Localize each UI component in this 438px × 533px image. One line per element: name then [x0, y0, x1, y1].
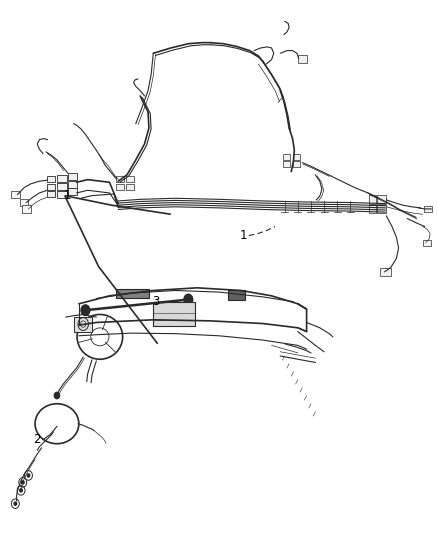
Bar [424, 206, 432, 212]
Bar [47, 191, 55, 197]
Bar [20, 199, 28, 206]
Circle shape [184, 294, 193, 305]
Bar [126, 176, 134, 182]
Text: 3: 3 [152, 295, 159, 308]
Circle shape [20, 489, 22, 492]
Circle shape [81, 305, 90, 316]
Bar [22, 205, 31, 213]
Bar [293, 154, 300, 160]
Bar [228, 290, 245, 300]
Text: 2: 2 [33, 433, 41, 446]
Bar [153, 302, 195, 326]
Bar [57, 191, 67, 198]
Bar [57, 183, 67, 190]
Bar [377, 195, 386, 204]
Bar [68, 188, 77, 195]
Bar [369, 205, 376, 213]
Bar [116, 289, 149, 298]
Bar [283, 154, 290, 160]
Circle shape [21, 481, 24, 484]
Bar [283, 161, 290, 167]
Circle shape [54, 392, 60, 399]
Bar [11, 191, 20, 198]
Bar [380, 268, 391, 276]
Bar [126, 184, 134, 190]
Bar [116, 184, 124, 190]
Circle shape [14, 502, 17, 505]
Bar [293, 161, 300, 167]
Text: 1: 1 [239, 229, 247, 242]
Bar [74, 317, 92, 332]
Text: 1: 1 [64, 189, 72, 202]
Circle shape [27, 474, 30, 477]
Bar [298, 55, 307, 63]
Bar [116, 176, 124, 182]
Bar [47, 184, 55, 190]
Bar [423, 240, 431, 246]
Bar [377, 205, 386, 213]
Bar [68, 181, 77, 188]
Bar [369, 195, 376, 204]
Bar [57, 175, 67, 182]
Bar [47, 176, 55, 182]
Bar [68, 173, 77, 180]
